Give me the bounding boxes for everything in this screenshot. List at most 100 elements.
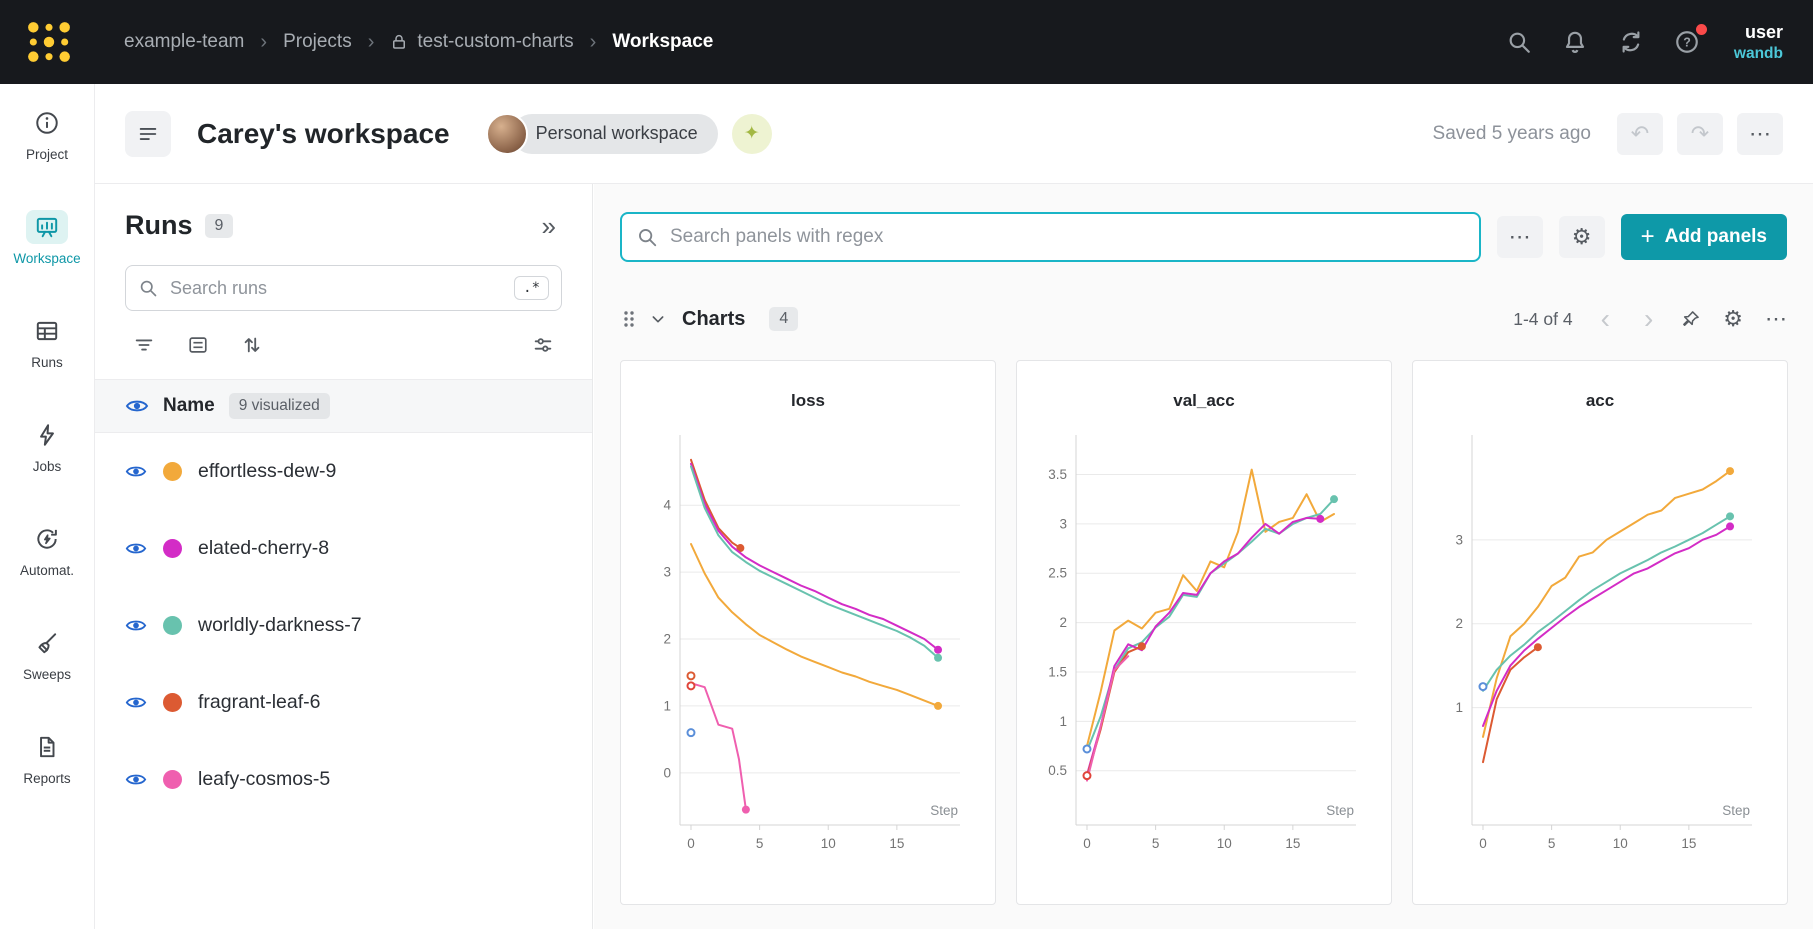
toggle-run-visibility-button[interactable] (125, 694, 147, 711)
rail-item-reports[interactable]: Reports (23, 730, 71, 786)
acc-chart[interactable]: 1 2 3 0 5 10 15 Step (1428, 421, 1772, 873)
panels-area: ⋯ ⚙ + Add panels Charts 4 1-4 of 4 ‹ › ⚙… (594, 184, 1813, 929)
help-button[interactable]: ? (1674, 24, 1707, 55)
undo-button[interactable]: ↶ (1617, 112, 1663, 155)
rail-item-automations[interactable]: Automat. (20, 522, 74, 578)
run-row[interactable]: worldly-darkness-7 (95, 587, 592, 664)
runs-title: Runs (125, 210, 193, 240)
collapse-section-button[interactable] (650, 311, 666, 327)
breadcrumb-team[interactable]: example-team (124, 31, 245, 52)
rail-label: Reports (23, 771, 71, 786)
display-settings-button[interactable] (524, 327, 562, 363)
run-row[interactable]: leafy-cosmos-5 (95, 741, 592, 818)
section-more-button[interactable]: ⋯ (1765, 308, 1787, 330)
wandb-logo-dots (28, 22, 70, 62)
runs-table-header: Name 9 visualized (95, 379, 592, 433)
add-panels-button[interactable]: + Add panels (1620, 214, 1787, 260)
workspace-list-button[interactable] (125, 110, 171, 157)
run-name[interactable]: leafy-cosmos-5 (198, 768, 331, 790)
visualized-badge: 9 visualized (228, 393, 330, 419)
toggle-run-visibility-button[interactable] (125, 540, 147, 557)
rail-item-sweeps[interactable]: Sweeps (23, 626, 71, 682)
val-acc-chart[interactable]: 0.5 1 1.5 2 2.5 3 3.5 0 5 10 15 Step (1032, 421, 1376, 873)
run-name[interactable]: elated-cherry-8 (198, 537, 330, 559)
chart-title: acc (1585, 391, 1615, 410)
svg-text:0: 0 (663, 765, 671, 780)
svg-text:Step: Step (1326, 803, 1354, 818)
filter-runs-button[interactable] (125, 327, 163, 363)
group-runs-button[interactable] (179, 327, 217, 363)
brand-label: wandb (1733, 44, 1783, 62)
user-menu[interactable]: user wandb (1734, 21, 1783, 63)
panel-card-val-acc[interactable]: val_acc 0.5 1 1.5 2 2.5 3 3.5 0 5 10 15 Step (1016, 360, 1392, 905)
panel-card-acc[interactable]: acc 1 2 3 0 5 10 15 Step (1412, 360, 1788, 905)
workspace-title[interactable]: Carey's workspace (197, 117, 450, 149)
info-icon (26, 106, 68, 140)
undo-icon: ↶ (1630, 120, 1650, 146)
svg-text:0: 0 (1479, 836, 1487, 851)
svg-text:1: 1 (1059, 714, 1067, 729)
breadcrumb-project[interactable]: test-custom-charts (390, 31, 574, 53)
collapse-runs-button[interactable]: » (536, 212, 562, 240)
toggle-run-visibility-button[interactable] (125, 463, 147, 480)
charts-section-controls: 1-4 of 4 ‹ › ⚙ ⋯ (1513, 304, 1787, 334)
svg-text:0: 0 (1083, 836, 1091, 851)
refresh-button[interactable] (1618, 29, 1644, 55)
user-name: user (1744, 22, 1783, 43)
eye-icon (125, 774, 147, 785)
sparkle-button[interactable]: ✦ (731, 113, 772, 154)
notifications-button[interactable] (1562, 29, 1588, 55)
run-name[interactable]: fragrant-leaf-6 (198, 691, 321, 713)
pin-icon (1683, 311, 1700, 326)
name-column-header[interactable]: Name (163, 395, 215, 416)
toggle-run-visibility-button[interactable] (125, 617, 147, 634)
pin-section-button[interactable] (1681, 309, 1701, 329)
chevron-separator: › (589, 30, 597, 53)
toggle-run-visibility-button[interactable] (125, 771, 147, 788)
search-runs-input[interactable] (168, 276, 505, 300)
svg-text:1: 1 (663, 698, 671, 713)
toggle-all-visibility-button[interactable] (125, 397, 149, 415)
chevron-right-icon: › (1643, 303, 1654, 334)
panels-settings-button[interactable]: ⚙ (1558, 216, 1605, 258)
ellipsis-icon: ⋯ (1749, 120, 1771, 146)
search-panels-input[interactable] (668, 225, 1465, 249)
breadcrumb-projects[interactable]: Projects (283, 31, 352, 52)
rail-item-project[interactable]: Project (26, 106, 68, 162)
run-row[interactable]: elated-cherry-8 (95, 510, 592, 587)
regex-toggle-button[interactable]: .* (514, 276, 549, 300)
workspace-header-actions: Saved 5 years ago ↶ ↷ ⋯ (1433, 112, 1783, 155)
panel-card-loss[interactable]: loss 0 1 2 3 4 0 5 10 15 Step (620, 360, 996, 905)
search-icon (140, 280, 157, 297)
help-icon: ? (1676, 31, 1698, 53)
search-button[interactable] (1506, 29, 1532, 55)
gear-icon: ⚙ (1571, 224, 1592, 249)
loss-chart[interactable]: 0 1 2 3 4 0 5 10 15 Step (636, 421, 980, 873)
run-name[interactable]: worldly-darkness-7 (198, 614, 362, 636)
panels-more-button[interactable]: ⋯ (1496, 216, 1543, 258)
personal-workspace-badge[interactable]: Personal workspace (511, 113, 718, 154)
avatar[interactable] (485, 112, 528, 155)
drag-handle[interactable] (620, 309, 638, 329)
section-settings-button[interactable]: ⚙ (1723, 308, 1743, 330)
rail-item-runs[interactable]: Runs (26, 314, 68, 370)
prev-page-button[interactable]: ‹ (1595, 304, 1616, 334)
rail-item-jobs[interactable]: Jobs (26, 418, 68, 474)
run-color-dot (163, 693, 182, 712)
sort-runs-button[interactable] (233, 327, 271, 363)
automation-cycle-icon (26, 522, 68, 556)
workspace-more-button[interactable]: ⋯ (1737, 112, 1783, 155)
wandb-logo[interactable] (0, 20, 98, 64)
svg-text:3: 3 (1059, 516, 1067, 531)
next-page-button[interactable]: › (1638, 304, 1659, 334)
run-name[interactable]: effortless-dew-9 (198, 460, 337, 482)
plus-icon: + (1640, 223, 1655, 250)
rail-item-workspace[interactable]: Workspace (13, 210, 81, 266)
table-icon (26, 314, 68, 348)
rail-label: Project (25, 147, 69, 162)
redo-button[interactable]: ↷ (1677, 112, 1723, 155)
panel-search-box (620, 212, 1481, 262)
run-row[interactable]: effortless-dew-9 (95, 433, 592, 510)
svg-text:0: 0 (687, 836, 695, 851)
run-row[interactable]: fragrant-leaf-6 (95, 664, 592, 741)
